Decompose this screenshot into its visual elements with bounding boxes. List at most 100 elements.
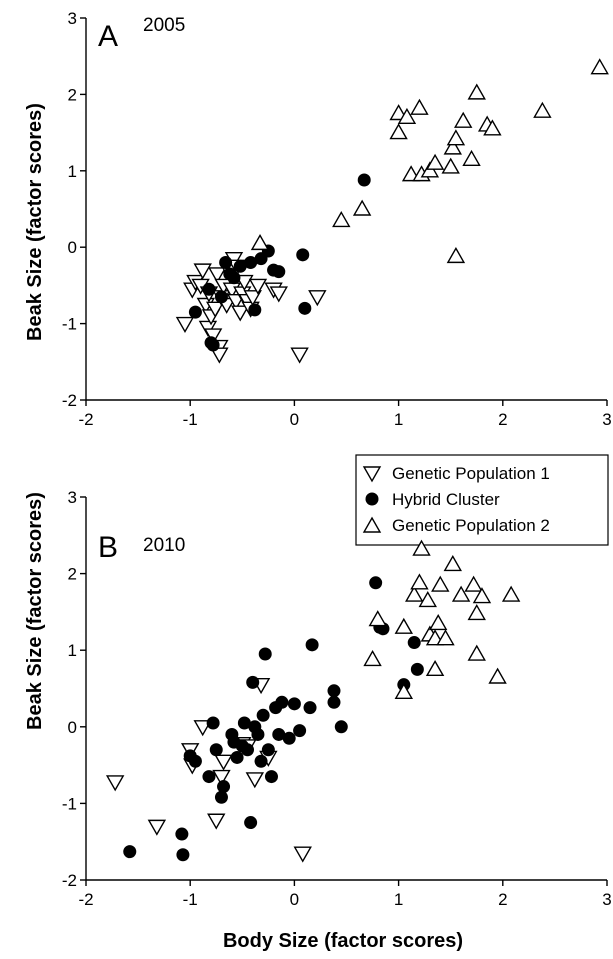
panel-a-point-genetic-population-1 [235,274,254,291]
panel-b-point-genetic-population-1 [207,813,226,830]
panel-b-point-hybrid-cluster [214,790,228,804]
panel-a-point-hybrid-cluster [188,305,202,319]
panel-b-point-hybrid-cluster [209,743,223,757]
panel-a: A 2005 Beak Size (factor scores) -2 -1 0 1 2… [24,9,612,429]
panel-a-point-genetic-population-2 [332,211,351,228]
legend-label: Genetic Population 1 [392,464,550,483]
panel-a-point-hybrid-cluster [296,248,310,262]
panel-b-point-genetic-population-1 [105,775,125,792]
panel-b-point-hybrid-cluster [254,754,268,768]
panel-b-point-genetic-population-2 [394,617,414,634]
panel-b-x-tick-label: 1 [394,890,403,909]
panel-a-point-genetic-population-1 [231,305,250,322]
panel-b-point-genetic-population-1 [214,754,233,771]
panel-b-point-hybrid-cluster [293,724,307,738]
panel-b-x-tick-label: 2 [498,890,507,909]
panel-a-point-hybrid-cluster [202,282,216,296]
panel-b-y-tick-label: 0 [68,718,77,737]
panel-a-point-hybrid-cluster [244,255,258,269]
panel-b-point-genetic-population-2 [467,644,486,661]
panel-a-y-tick-label: -1 [62,315,77,334]
panel-a-point-genetic-population-2 [352,199,372,216]
panel-b-point-hybrid-cluster [175,827,189,841]
panel-b-letter: B [98,531,118,564]
panel-b-point-hybrid-cluster [264,770,278,784]
panel-b-x-tick-label: -2 [78,890,93,909]
panel-a-x-tick-label: -2 [78,410,93,429]
panel-b-point-genetic-population-1 [293,846,312,863]
panel-b-point-genetic-population-2 [412,539,431,556]
panel-b-point-hybrid-cluster [237,716,251,730]
panel-a-point-hybrid-cluster [206,338,220,352]
panel-a-point-genetic-population-1 [208,267,227,284]
legend-circle-icon [365,492,379,506]
panel-a-point-genetic-population-2 [425,153,445,170]
panel-a-point-hybrid-cluster [227,271,241,285]
panel-a-x-tick-label: 0 [290,410,299,429]
panel-a-point-hybrid-cluster [219,255,233,269]
panel-a-point-genetic-population-2 [467,83,486,100]
panel-a-point-genetic-population-2 [462,149,481,167]
panel-a-point-genetic-population-1 [193,263,212,280]
panel-b-point-genetic-population-2 [368,610,387,627]
panel-a-x-tick-label: 1 [394,410,403,429]
panel-b-point-genetic-population-2 [436,629,455,646]
panel-b-y-tick-label: -2 [62,871,77,890]
panel-b-point-hybrid-cluster [251,727,265,741]
panel-b-point-hybrid-cluster [258,647,272,661]
panel-b-point-hybrid-cluster [410,662,424,676]
panel-b-point-hybrid-cluster [246,675,260,689]
panel-b-point-genetic-population-2 [443,554,462,572]
panel-a-point-genetic-population-1 [290,347,309,364]
panel-a-y-tick-label: 3 [68,9,77,28]
legend-frame [355,454,609,546]
legend-triangle-up-icon [362,516,382,533]
panel-a-point-genetic-population-2 [533,101,552,118]
panel-b-point-hybrid-cluster [188,754,202,768]
panel-a-point-genetic-population-1 [206,301,225,318]
panel-a-point-genetic-population-2 [453,111,473,128]
panel-a-point-genetic-population-1 [269,286,288,303]
panel-a-point-hybrid-cluster [233,259,247,273]
panel-a-point-genetic-population-2 [446,129,466,146]
panel-b-point-genetic-population-2 [488,667,507,684]
panel-a-y-tick-label: -2 [62,391,77,410]
panel-b-point-hybrid-cluster [282,731,296,745]
panel-b-point-hybrid-cluster [327,684,341,698]
panel-b-point-genetic-population-2 [405,585,424,602]
panel-a-point-genetic-population-1 [203,328,223,345]
panel-a-y-tick-label: 0 [68,238,77,257]
panel-b-point-genetic-population-2 [363,649,382,667]
panel-a-point-hybrid-cluster [357,173,371,187]
panel-a-point-genetic-population-2 [389,123,408,140]
legend-label: Genetic Population 2 [392,516,550,535]
panel-a-point-genetic-population-2 [397,107,417,125]
panel-b-x-axis-title: Body Size (factor scores) [223,930,463,952]
panel-b-point-genetic-population-2 [464,575,483,592]
panel-b-point-hybrid-cluster [206,716,220,730]
panel-b-point-hybrid-cluster [202,770,216,784]
panel-a-point-hybrid-cluster [214,290,228,304]
panel-b-point-hybrid-cluster [230,750,244,764]
panel-b-point-genetic-population-2 [431,575,450,592]
legend-entry-hybrid-cluster: Hybrid Cluster [365,490,500,509]
panel-b-point-hybrid-cluster [244,816,258,830]
legend-entry-genetic-population-2: Genetic Population 2 [362,516,550,535]
panel-b-x-tick-label: 3 [602,890,611,909]
panel-b-point-hybrid-cluster [217,780,231,794]
panel-b-point-genetic-population-2 [428,613,448,631]
panel-b-point-genetic-population-2 [467,604,486,621]
panel-a-x-tick-label: -1 [183,410,198,429]
panel-b-point-hybrid-cluster [241,743,255,757]
panel-a-point-genetic-population-2 [483,119,502,136]
panel-a-point-hybrid-cluster [272,265,286,279]
panel-a-point-hybrid-cluster [298,301,312,315]
panel-b-point-hybrid-cluster [334,720,348,734]
panel-a-point-genetic-population-2 [441,157,460,174]
panel-a-point-genetic-population-1 [308,290,327,307]
panel-b-x-tick-label: 0 [290,890,299,909]
panel-b-point-genetic-population-2 [472,587,492,604]
panel-b-point-genetic-population-1 [245,772,265,789]
panel-b-point-hybrid-cluster [369,576,383,590]
panel-b-x-tick-label: -1 [183,890,198,909]
